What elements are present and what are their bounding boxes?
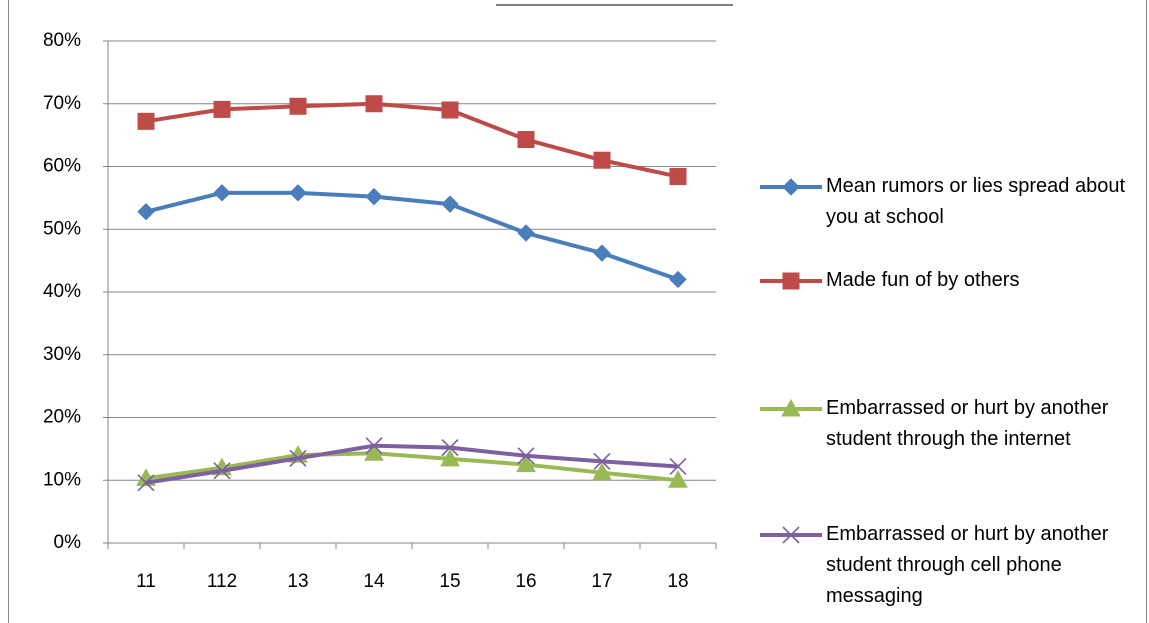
marker <box>517 131 535 149</box>
marker <box>365 187 383 206</box>
marker <box>441 195 459 213</box>
marker <box>593 244 611 262</box>
marker <box>781 398 801 417</box>
marker <box>593 452 611 470</box>
series-line <box>145 443 679 485</box>
y-tick-label: 30% <box>43 344 81 365</box>
marker <box>213 462 231 480</box>
x-tick-label: 18 <box>667 571 688 592</box>
marker <box>137 112 155 130</box>
chart-border <box>8 0 1147 623</box>
x-tick-label: 112 <box>207 571 237 592</box>
marker <box>592 462 612 481</box>
marker <box>289 184 307 202</box>
marker <box>213 100 231 118</box>
series-line <box>145 101 679 179</box>
marker <box>364 443 384 461</box>
marker <box>365 95 383 113</box>
marker <box>517 224 535 242</box>
x-tick-label: 14 <box>363 571 385 592</box>
marker <box>669 457 687 476</box>
marker <box>669 168 687 186</box>
marker <box>213 184 231 202</box>
marker <box>517 447 535 465</box>
marker <box>668 470 688 488</box>
y-tick-label: 40% <box>43 281 81 302</box>
y-tick-label: 0% <box>54 532 82 553</box>
marker <box>441 439 459 457</box>
legend-label: Embarrassed or hurt by another student t… <box>826 523 1109 607</box>
series-line <box>145 451 679 483</box>
y-tick-label: 70% <box>43 93 81 114</box>
marker <box>440 448 460 467</box>
x-tick-label: 13 <box>287 571 308 592</box>
x-tick-label: 17 <box>591 571 612 592</box>
y-tick-label: 60% <box>43 156 81 177</box>
marker <box>669 270 687 289</box>
marker <box>516 454 536 473</box>
marker <box>782 178 800 196</box>
y-tick-label: 50% <box>43 218 81 239</box>
legend-label: Mean rumors or lies spread about you at … <box>826 175 1126 228</box>
legend-label: Embarrassed or hurt by another student t… <box>826 397 1109 450</box>
y-tick-label: 80% <box>43 30 81 51</box>
marker <box>137 202 155 221</box>
marker <box>441 101 459 119</box>
marker <box>289 97 307 115</box>
marker <box>137 474 155 492</box>
marker <box>593 151 611 169</box>
marker <box>782 526 800 544</box>
y-tick-label: 20% <box>43 407 81 428</box>
marker <box>782 272 800 290</box>
x-tick-label: 15 <box>439 571 460 592</box>
x-tick-label: 16 <box>515 571 536 592</box>
marker <box>289 449 307 467</box>
y-tick-label: 10% <box>43 469 81 490</box>
legend-label: Made fun of by others <box>826 269 1020 291</box>
series-line <box>145 190 679 282</box>
marker <box>365 437 383 455</box>
x-tick-label: 11 <box>136 571 156 592</box>
